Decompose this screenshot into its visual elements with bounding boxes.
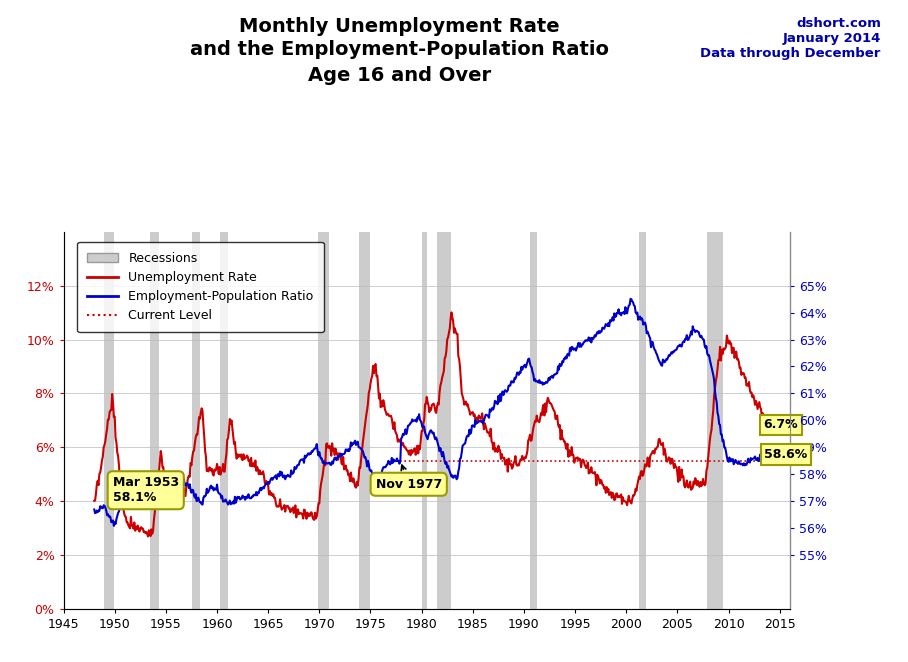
Text: Nov 1977: Nov 1977: [376, 465, 442, 491]
Text: January 2014: January 2014: [783, 32, 881, 45]
Text: Age 16 and Over: Age 16 and Over: [308, 66, 491, 85]
Text: 6.7%: 6.7%: [764, 418, 798, 432]
Text: 58.6%: 58.6%: [765, 448, 807, 461]
Bar: [104, 232, 114, 609]
Bar: [421, 232, 427, 609]
Bar: [319, 232, 329, 609]
Bar: [437, 232, 451, 609]
Text: Data through December: Data through December: [700, 47, 881, 60]
Text: and the Employment-Population Ratio: and the Employment-Population Ratio: [190, 40, 609, 59]
Bar: [707, 232, 724, 609]
Text: Mar 1953
58.1%: Mar 1953 58.1%: [113, 476, 179, 504]
Bar: [360, 232, 370, 609]
Bar: [192, 232, 200, 609]
Text: Monthly Unemployment Rate: Monthly Unemployment Rate: [239, 17, 560, 36]
Bar: [639, 232, 646, 609]
Legend: Recessions, Unemployment Rate, Employment-Population Ratio, Current Level: Recessions, Unemployment Rate, Employmen…: [77, 242, 323, 332]
Bar: [221, 232, 228, 609]
Bar: [150, 232, 159, 609]
Text: dshort.com: dshort.com: [796, 17, 881, 30]
Bar: [530, 232, 537, 609]
